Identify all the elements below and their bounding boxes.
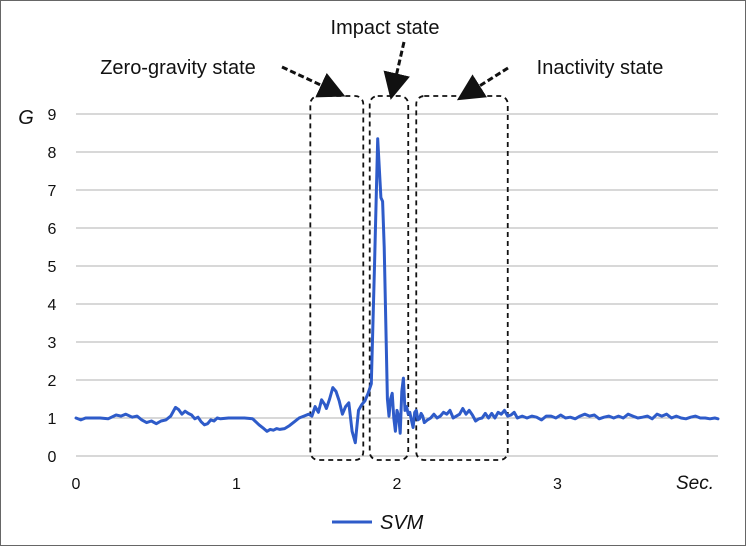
- y-tick-label: 8: [48, 145, 57, 162]
- series-line: [74, 137, 720, 445]
- y-tick-label: 1: [48, 411, 57, 428]
- x-axis: 0 1 2 3: [72, 476, 563, 493]
- annotation-label: Impact state: [331, 17, 440, 39]
- y-axis: 0 1 2 3 4 5 6 7 8 9: [48, 107, 57, 466]
- x-axis-label: Sec.: [676, 473, 714, 494]
- x-tick-label: 0: [72, 476, 81, 493]
- annotation-arrow: [456, 66, 509, 101]
- y-tick-label: 3: [48, 335, 57, 352]
- annotation-arrow: [281, 65, 346, 98]
- annotation-label: Inactivity state: [537, 57, 664, 79]
- x-tick-label: 1: [232, 476, 241, 493]
- legend-label: SVM: [380, 512, 424, 534]
- y-tick-label: 5: [48, 259, 57, 276]
- annotation-labels: Zero-gravity state Impact state Inactivity…: [100, 17, 664, 101]
- y-tick-label: 0: [48, 449, 57, 466]
- x-tick-label: 2: [393, 476, 402, 493]
- y-axis-label: G: [18, 107, 34, 129]
- y-tick-label: 9: [48, 107, 57, 124]
- series-lines: [74, 137, 720, 445]
- y-tick-label: 6: [48, 221, 57, 238]
- y-tick-label: 4: [48, 297, 57, 314]
- annotation-label: Zero-gravity state: [100, 57, 256, 79]
- legend: SVM: [332, 512, 424, 534]
- x-tick-label: 3: [553, 476, 562, 493]
- grid-lines: [76, 113, 718, 457]
- y-tick-label: 2: [48, 373, 57, 390]
- y-tick-label: 7: [48, 183, 57, 200]
